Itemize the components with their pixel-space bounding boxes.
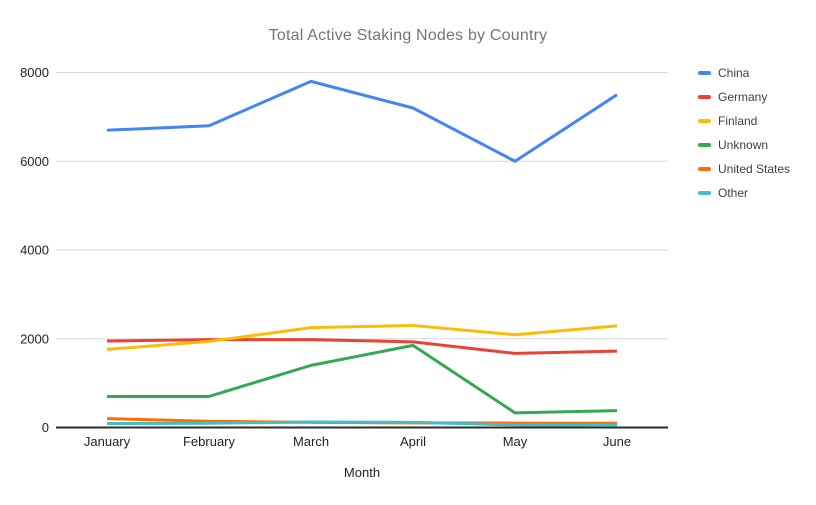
legend-label: Unknown (718, 138, 769, 152)
y-tick-label-0: 0 (42, 420, 49, 435)
legend-label: Finland (718, 114, 758, 128)
x-tick-label-february: February (183, 434, 236, 449)
legend-item-unknown: Unknown (698, 133, 790, 157)
series-line-other (106, 420, 618, 427)
legend-item-germany: Germany (698, 85, 790, 109)
legend-label: China (718, 66, 750, 80)
legend-swatch-icon (698, 119, 711, 123)
series-line-finland (106, 323, 618, 351)
y-tick-label-8000: 8000 (20, 65, 49, 80)
series-line-germany (106, 338, 618, 355)
x-tick-label-january: January (84, 434, 131, 449)
y-tick-label-4000: 4000 (20, 243, 49, 258)
x-tick-label-march: March (293, 434, 329, 449)
legend-item-finland: Finland (698, 109, 790, 133)
legend-label: United States (718, 162, 791, 176)
legend-swatch-icon (698, 71, 711, 75)
legend-swatch-icon (698, 95, 711, 99)
legend-item-united-states: United States (698, 157, 790, 181)
legend-swatch-icon (698, 167, 711, 171)
x-tick-label-may: May (503, 434, 528, 449)
x-axis-title: Month (344, 465, 380, 480)
series-line-china (106, 79, 618, 163)
chart-title: Total Active Staking Nodes by Country (268, 27, 548, 44)
legend-label: Germany (718, 90, 768, 104)
x-tick-label-june: June (603, 434, 631, 449)
x-tick-label-april: April (400, 434, 426, 449)
legend-item-other: Other (698, 181, 790, 205)
y-tick-label-2000: 2000 (20, 331, 49, 346)
legend-swatch-icon (698, 191, 711, 195)
legend-item-china: China (698, 61, 790, 85)
legend-label: Other (718, 186, 749, 200)
legend-swatch-icon (698, 143, 711, 147)
legend: China Germany Finland Unknown United States O… (698, 61, 790, 205)
y-tick-label-6000: 6000 (20, 154, 49, 169)
series-line-unknown (107, 343, 618, 415)
